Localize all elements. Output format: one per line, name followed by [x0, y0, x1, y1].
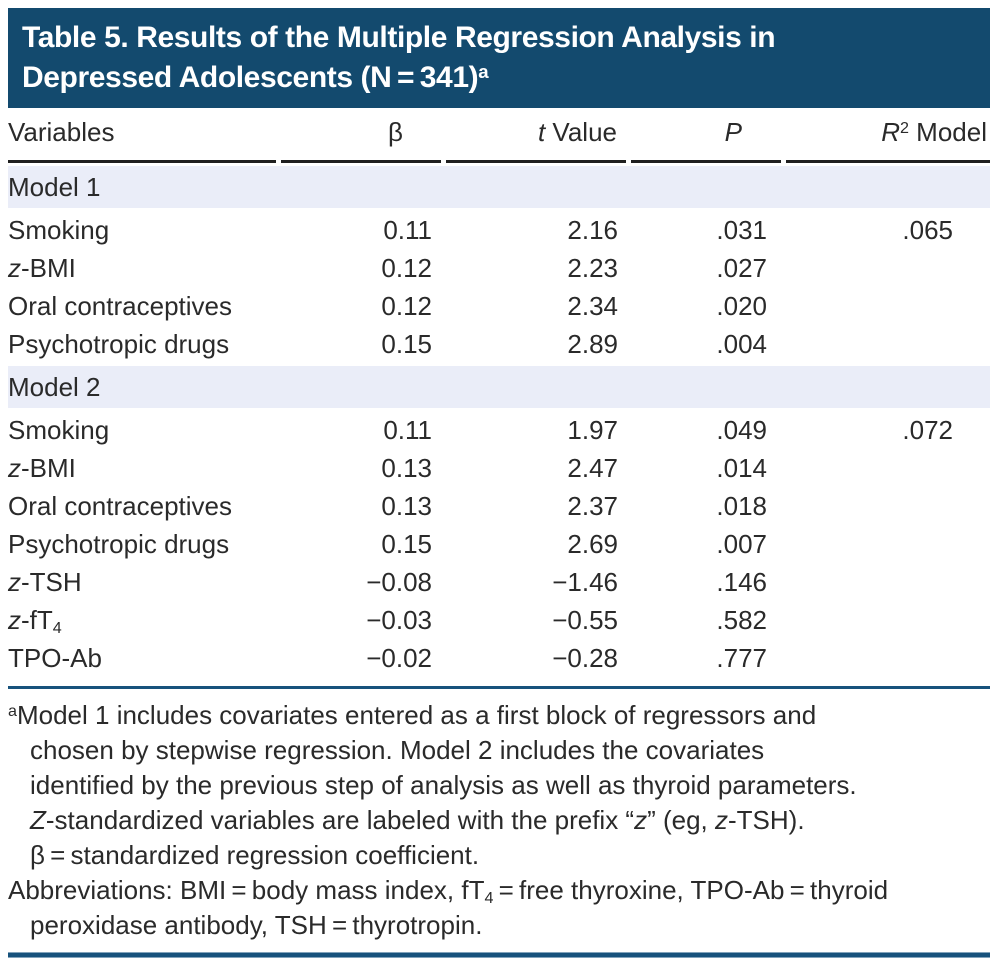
cell-r2	[786, 487, 990, 525]
regression-table: Variables β t Value P R2 Model Model 1 S…	[3, 108, 995, 677]
cell-t-value: 2.16	[567, 215, 618, 245]
col-header-t-value: t Value	[446, 108, 626, 163]
cell-p: .007	[716, 529, 767, 559]
cell-p: .027	[716, 253, 767, 283]
footnote-line-1: aModel 1 includes covariates entered as …	[8, 700, 817, 730]
cell-variable: z-BMI	[8, 253, 76, 283]
cell-r2	[786, 249, 990, 287]
cell-variable: Psychotropic drugs	[8, 329, 230, 359]
col-header-r2-model: R2 Model	[786, 108, 990, 163]
cell-beta: −0.03	[366, 605, 432, 635]
cell-t-value: 1.97	[567, 415, 618, 445]
cell-t-value: 2.89	[567, 329, 618, 359]
col-header-p: P	[631, 108, 781, 163]
table-title: Table 5. Results of the Multiple Regress…	[22, 18, 976, 98]
cell-beta: 0.15	[381, 329, 432, 359]
section-label: Model 1	[8, 163, 990, 211]
cell-variable: Smoking	[8, 215, 110, 245]
table-title-line-2: Depressed Adolescents (N = 341)a	[22, 60, 489, 94]
cell-r2	[786, 325, 990, 363]
cell-variable: z-TSH	[8, 567, 82, 597]
table-title-line-1: Table 5. Results of the Multiple Regress…	[22, 21, 776, 54]
cell-variable: Smoking	[8, 415, 110, 445]
section-row-model-1: Model 1	[8, 163, 990, 211]
cell-variable: z-fT4	[8, 605, 62, 637]
cell-r2	[786, 525, 990, 563]
cell-t-value: 2.34	[567, 291, 618, 321]
cell-t-value: 2.37	[567, 491, 618, 521]
cell-p: .146	[716, 567, 767, 597]
cell-r2	[786, 601, 990, 639]
cell-t-value: 2.47	[567, 453, 618, 483]
section-row-model-2: Model 2	[8, 363, 990, 411]
cell-r2	[786, 449, 990, 487]
table-row: Smoking 0.11 2.16 .031 .065	[8, 211, 990, 249]
cell-t-value: 2.69	[567, 529, 618, 559]
cell-r2	[786, 639, 990, 677]
table-row: Smoking 0.11 1.97 .049 .072	[8, 411, 990, 449]
footnote-line-5: β = standardized regression coefficient.	[30, 840, 480, 870]
footnote-line-7: peroxidase antibody, TSH = thyrotropin.	[30, 910, 483, 940]
cell-t-value: 2.23	[567, 253, 618, 283]
cell-r2	[786, 563, 990, 601]
cell-beta: 0.13	[381, 453, 432, 483]
table-row: z-fT4 −0.03 −0.55 .582	[8, 601, 990, 639]
table-title-banner: Table 5. Results of the Multiple Regress…	[8, 8, 990, 108]
cell-p: .582	[716, 605, 767, 635]
cell-variable: Psychotropic drugs	[8, 529, 230, 559]
table-row: z-BMI 0.12 2.23 .027	[8, 249, 990, 287]
cell-beta: 0.13	[381, 491, 432, 521]
cell-beta: −0.08	[366, 567, 432, 597]
cell-r2: .072	[902, 415, 953, 445]
cell-p: .018	[716, 491, 767, 521]
cell-r2	[786, 287, 990, 325]
cell-p: .014	[716, 453, 767, 483]
cell-beta: 0.11	[383, 415, 432, 445]
table-row: Oral contraceptives 0.12 2.34 .020	[8, 287, 990, 325]
table-row: z-TSH −0.08 −1.46 .146	[8, 563, 990, 601]
table-row: Psychotropic drugs 0.15 2.89 .004	[8, 325, 990, 363]
col-header-variables: Variables	[8, 108, 276, 163]
footnote-divider-rule	[8, 686, 990, 689]
cell-variable: Oral contraceptives	[8, 291, 232, 321]
footnote-line-4: Z-standardized variables are labeled wit…	[30, 805, 805, 835]
cell-p: .049	[716, 415, 767, 445]
cell-beta: 0.15	[381, 529, 432, 559]
col-header-beta: β	[281, 108, 441, 163]
cell-t-value: −0.55	[552, 605, 618, 635]
cell-r2: .065	[902, 215, 953, 245]
footnote-line-3: identified by the previous step of analy…	[30, 770, 857, 800]
cell-beta: 0.11	[383, 215, 432, 245]
cell-variable: TPO-Ab	[8, 643, 102, 673]
footnote-line-2: chosen by stepwise regression. Model 2 i…	[30, 735, 765, 765]
cell-p: .004	[716, 329, 767, 359]
cell-p: .020	[716, 291, 767, 321]
cell-t-value: −1.46	[552, 567, 618, 597]
table-row: Psychotropic drugs 0.15 2.69 .007	[8, 525, 990, 563]
footnote-line-6: Abbreviations: BMI = body mass index, fT…	[8, 875, 889, 907]
cell-variable: Oral contraceptives	[8, 491, 232, 521]
table-row: TPO-Ab −0.02 −0.28 .777	[8, 639, 990, 677]
cell-beta: 0.12	[381, 291, 432, 321]
section-label: Model 2	[8, 363, 990, 411]
cell-t-value: −0.28	[552, 643, 618, 673]
bottom-border-rule	[8, 952, 990, 958]
cell-p: .777	[716, 643, 767, 673]
table-row: Oral contraceptives 0.13 2.37 .018	[8, 487, 990, 525]
cell-variable: z-BMI	[8, 453, 76, 483]
header-row: Variables β t Value P R2 Model	[8, 108, 990, 163]
table-row: z-BMI 0.13 2.47 .014	[8, 449, 990, 487]
table-card: Table 5. Results of the Multiple Regress…	[8, 8, 990, 958]
footnotes: aModel 1 includes covariates entered as …	[8, 698, 990, 943]
cell-beta: −0.02	[366, 643, 432, 673]
cell-beta: 0.12	[381, 253, 432, 283]
cell-p: .031	[716, 215, 767, 245]
